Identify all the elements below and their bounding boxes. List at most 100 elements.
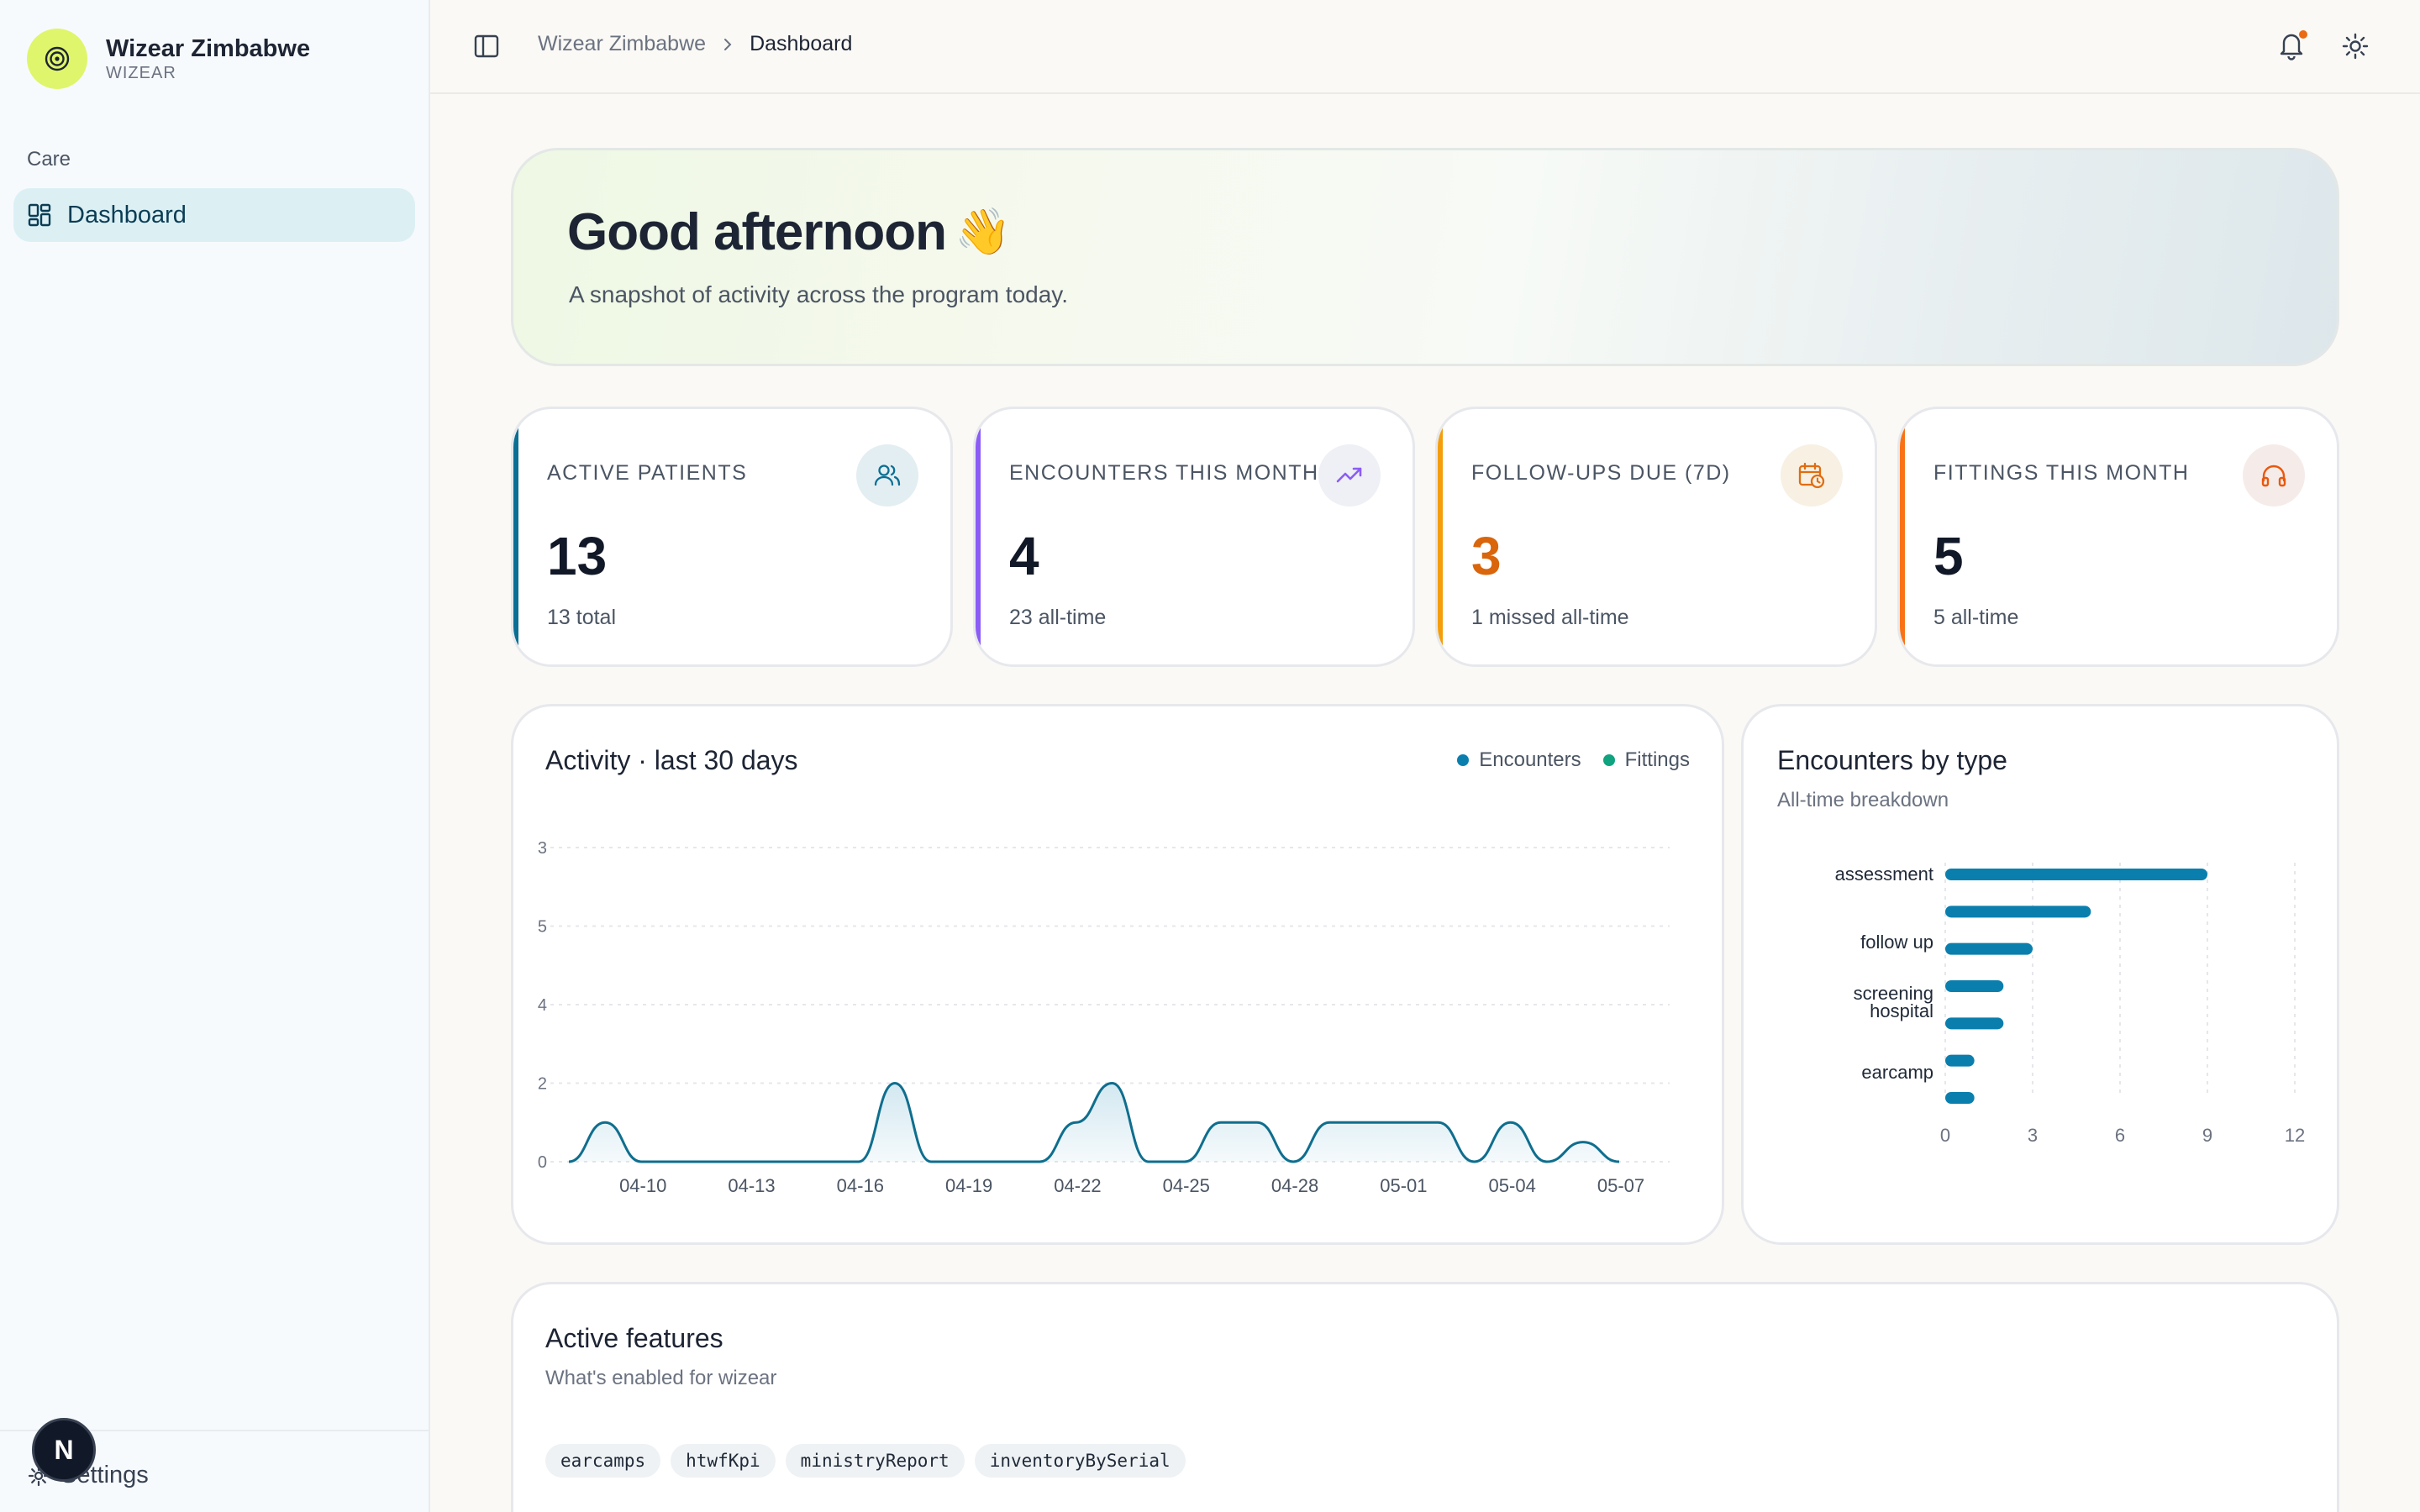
brand-subtitle: WIZEAR [106, 64, 176, 82]
bar [1945, 942, 2033, 955]
greeting-text: Good afternoon [567, 203, 947, 261]
stat-value: 5 [1933, 526, 1964, 586]
legend-swatch [1602, 754, 1615, 766]
stat-accent-bar [1900, 409, 1905, 664]
stat-value: 13 [547, 526, 608, 586]
dashboard-grid-icon [28, 203, 51, 227]
breadcrumb-root[interactable]: Wizear Zimbabwe [538, 32, 707, 55]
stat-note: 1 missed all-time [1471, 606, 1629, 629]
x-tick-label: 05-07 [1597, 1175, 1644, 1196]
feature-chip: inventoryBySerial [974, 1444, 1186, 1478]
feature-chip: htwfKpi [671, 1444, 776, 1478]
brand-name: Wizear Zimbabwe [106, 35, 311, 62]
stat-card-encounters-month: ENCOUNTERS THIS MONTH 4 23 all-time [973, 407, 1415, 667]
series-line-encounters [568, 1081, 1620, 1163]
category-label: follow up [1860, 932, 1933, 953]
notifications-button[interactable] [2277, 30, 2307, 60]
user-avatar-button[interactable]: N [32, 1418, 96, 1482]
sun-icon [2342, 33, 2369, 60]
category-label: screening [1854, 983, 1933, 1004]
stat-card-fittings-month: FITTINGS THIS MONTH 5 5 all-time [1897, 407, 2339, 667]
stat-note: 13 total [547, 606, 617, 629]
calendar-clock-icon [1781, 444, 1843, 507]
x-tick-label: 6 [2115, 1125, 2125, 1146]
stat-accent-bar [513, 409, 518, 664]
chart-legend: Encounters Fittings [1435, 748, 1690, 772]
x-tick-label: 04-19 [945, 1175, 992, 1196]
stat-note: 23 all-time [1009, 606, 1107, 629]
bar [1945, 1054, 1975, 1067]
top-header: Wizear Zimbabwe Dashboard [430, 0, 2420, 94]
greeting-title: Good afternoon 👋 [567, 202, 1011, 262]
series-area-encounters [569, 1083, 1619, 1162]
sidebar-item-dashboard[interactable]: Dashboard [13, 188, 415, 242]
trending-up-icon [1318, 444, 1381, 507]
stat-note: 5 all-time [1933, 606, 2019, 629]
stat-label: ACTIVE PATIENTS [547, 461, 748, 485]
x-tick-label: 04-28 [1271, 1175, 1318, 1196]
chart-title: Activity · last 30 days [545, 745, 798, 775]
stat-label: FOLLOW-UPS DUE (7D) [1471, 461, 1731, 485]
x-tick-label: 04-13 [728, 1175, 775, 1196]
active-features-card: Active features What's enabled for wizea… [511, 1282, 2339, 1512]
bell-icon [2280, 34, 2303, 60]
breadcrumb-current: Dashboard [750, 32, 853, 55]
brand[interactable]: Wizear Zimbabwe WIZEAR [27, 29, 310, 89]
theme-toggle-button[interactable] [2341, 32, 2370, 65]
users-icon [856, 444, 918, 507]
sidebar: Wizear Zimbabwe WIZEAR Care Dashboard Se… [0, 0, 430, 1512]
legend-item-encounters[interactable]: Encounters [1457, 748, 1581, 772]
stat-accent-bar [976, 409, 981, 664]
encounters-by-type-chart: 0 3 6 9 12 assessment follow up screeninghospit… [1835, 863, 2305, 1146]
feature-chip: ministryReport [785, 1444, 965, 1478]
bar [1945, 1017, 2004, 1030]
y-tick-label: 5 [538, 918, 547, 937]
notification-dot [2299, 30, 2307, 39]
category-label: assessment [1835, 864, 1933, 885]
stat-label: FITTINGS THIS MONTH [1933, 461, 2190, 485]
bar [1945, 869, 2207, 880]
chart-subtitle: All-time breakdown [1777, 789, 1949, 811]
features-subtitle: What's enabled for wizear [545, 1367, 777, 1389]
y-tick-label: 4 [538, 996, 547, 1015]
stat-value: 4 [1009, 526, 1039, 586]
category-label: earcamp [1861, 1062, 1933, 1083]
brand-logo [27, 29, 87, 89]
y-tick-label: 2 [538, 1075, 547, 1094]
legend-label: Fittings [1624, 748, 1690, 771]
greeting-subtitle: A snapshot of activity across the progra… [569, 281, 1069, 307]
bar [1945, 906, 2091, 918]
stat-value: 3 [1471, 526, 1502, 586]
category-label: hospital [1870, 1000, 1933, 1021]
x-tick-label: 9 [2202, 1125, 2212, 1146]
stat-card-active-patients: ACTIVE PATIENTS 13 13 total [511, 407, 953, 667]
target-icon [45, 46, 70, 71]
chevron-right-icon [719, 36, 736, 53]
y-tick-label: 0 [538, 1153, 547, 1172]
x-tick-label: 04-22 [1054, 1175, 1101, 1196]
panel-left-icon [474, 34, 499, 58]
features-title: Active features [545, 1323, 723, 1353]
sidebar-footer: Settings [0, 1430, 429, 1512]
x-tick-label: 0 [1940, 1125, 1950, 1146]
greeting-banner: Good afternoon 👋 A snapshot of activity … [511, 148, 2339, 366]
encounters-by-type-card: Encounters by type All-time breakdown 0 3… [1741, 704, 2339, 1245]
y-tick-label: 3 [538, 839, 547, 858]
bar [1945, 1092, 1975, 1104]
x-tick-label: 04-25 [1163, 1175, 1210, 1196]
nav-group-label: Care [27, 148, 71, 171]
x-tick-label: 04-16 [837, 1175, 884, 1196]
sidebar-toggle-button[interactable] [472, 32, 501, 65]
x-tick-label: 12 [2285, 1125, 2305, 1146]
feature-chip-list: earcamps htwfKpi ministryReport inventor… [545, 1444, 1196, 1478]
activity-chart-card: 3 5 4 2 0 04-10 04-13 04-16 04-19 04-22 04-25 04-28… [511, 704, 1724, 1245]
stat-card-followups-due: FOLLOW-UPS DUE (7D) 3 1 missed all-time [1435, 407, 1877, 667]
stat-accent-bar [1438, 409, 1443, 664]
x-tick-label: 04-10 [619, 1175, 666, 1196]
bar [1945, 980, 2004, 992]
legend-item-fittings[interactable]: Fittings [1602, 748, 1690, 772]
stat-label: ENCOUNTERS THIS MONTH [1009, 461, 1319, 485]
x-tick-label: 3 [2028, 1125, 2038, 1146]
legend-swatch [1457, 754, 1470, 766]
chart-title: Encounters by type [1777, 745, 2007, 775]
